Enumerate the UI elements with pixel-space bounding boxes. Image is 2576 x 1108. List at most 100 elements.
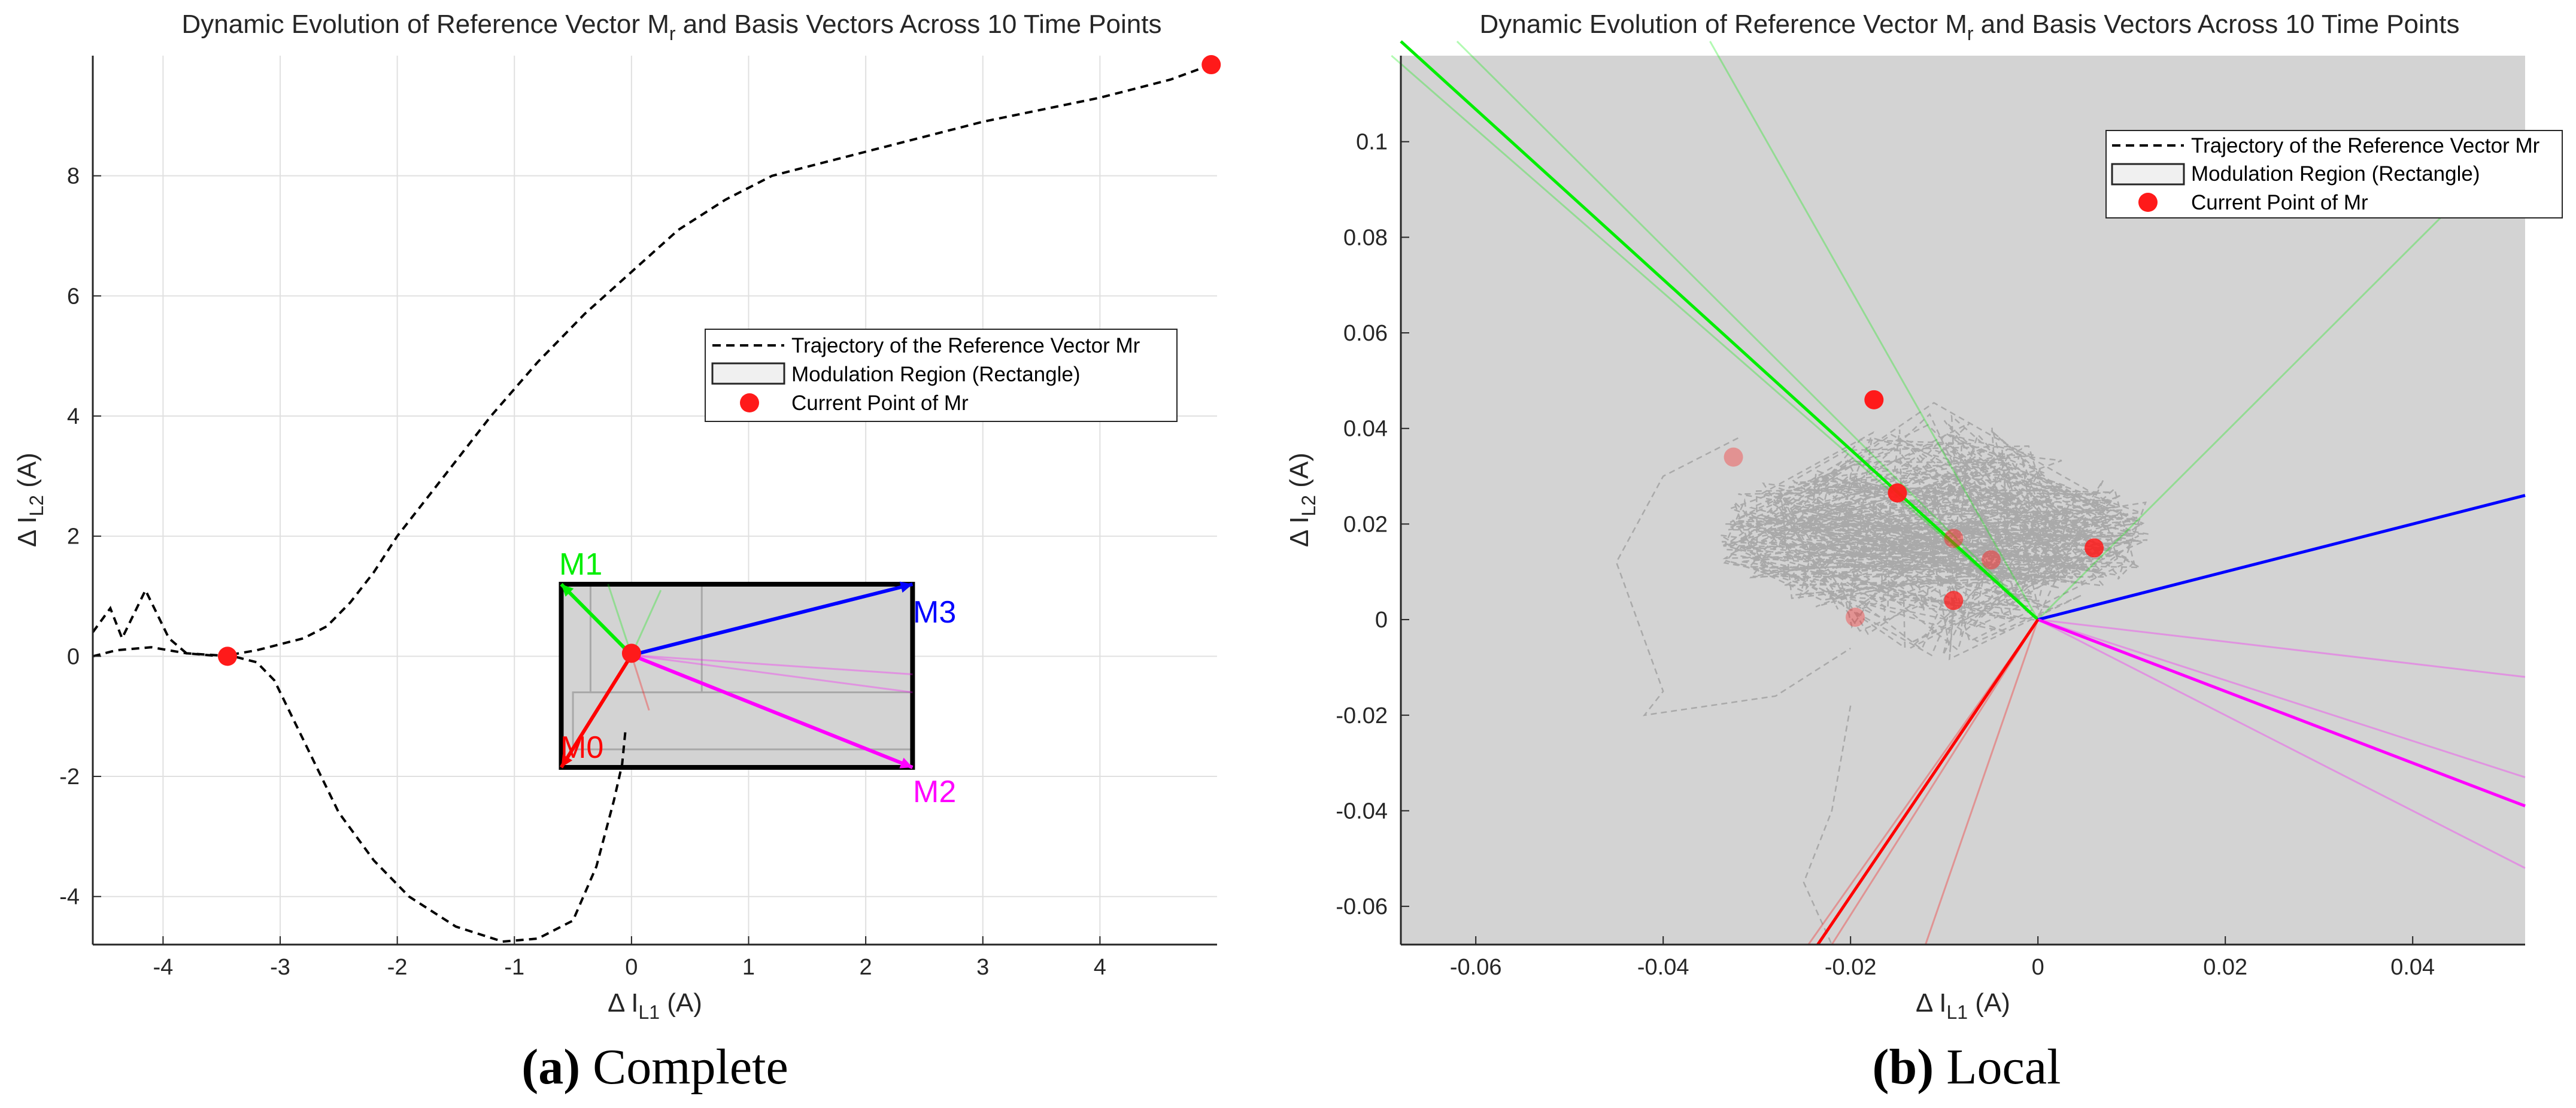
region-border xyxy=(559,581,915,770)
faint-vector-2 xyxy=(607,584,633,655)
trajectory-excursion xyxy=(1615,437,1851,717)
b-y-tick-label-7: 0.08 xyxy=(1343,225,1388,250)
panel-b-legend: Trajectory of the Reference Vector Mr Mo… xyxy=(2105,130,2563,218)
b-faint-vector-7 xyxy=(1831,619,2039,945)
panel-b-basis-vectors xyxy=(1391,40,2526,946)
y-tick-label-1: -2 xyxy=(59,764,80,790)
y-tick-label-2: 0 xyxy=(67,644,80,669)
panel-b-title: Dynamic Evolution of Reference Vector Mr… xyxy=(1480,10,2460,44)
vector-head-m3 xyxy=(899,581,913,593)
legend-b-point-label: Current Point of Mr xyxy=(2191,191,2368,214)
b-y-tick-label-8: 0.1 xyxy=(1356,130,1388,155)
faint-vector-0 xyxy=(631,654,913,694)
x-tick-label-7: 3 xyxy=(976,955,989,980)
trajectory-line-0 xyxy=(92,63,1212,658)
panel-b-trajectory-cloud xyxy=(1615,402,2149,945)
faint-vector-3 xyxy=(630,590,662,655)
b-current-point-5 xyxy=(1981,550,2001,570)
y-tick-label-5: 6 xyxy=(67,284,80,309)
faint-vector-4 xyxy=(630,654,650,711)
b-current-point-7 xyxy=(1846,608,1865,627)
x-tick-label-5: 1 xyxy=(742,955,755,980)
b-x-tick-label-3: 0 xyxy=(2032,955,2044,980)
b-vector-m3 xyxy=(2037,494,2526,621)
caption-b: (b) Local xyxy=(1873,1039,2061,1095)
legend-b-region-swatch xyxy=(2111,163,2185,186)
b-x-tick-label-0: -0.06 xyxy=(1450,955,1502,980)
vector-m2 xyxy=(630,653,914,769)
b-current-point-4 xyxy=(1944,529,1964,548)
b-vector-m1 xyxy=(1400,40,2039,621)
panel-a-title: Dynamic Evolution of Reference Vector Mr… xyxy=(182,10,1162,44)
legend-region-label: Modulation Region (Rectangle) xyxy=(791,363,1081,386)
vector-head-m2 xyxy=(899,757,913,769)
panel-b-ticks: -0.06 -0.04 -0.02 0 0.02 0.04 -0.06 -0.04 -0.02 0… xyxy=(1336,130,2435,980)
x-tick-label-3: -1 xyxy=(504,955,524,980)
b-y-tick-label-0: -0.06 xyxy=(1336,894,1388,919)
panel-b-x-label: Δ IL1 (A) xyxy=(1916,988,2010,1023)
b-current-point-2 xyxy=(2085,538,2104,558)
panel-a-modulation-region xyxy=(559,581,915,770)
vector-m3 xyxy=(631,582,914,657)
label-m2: M2 xyxy=(913,775,956,809)
caption-a: (a) Complete xyxy=(521,1039,788,1095)
b-faint-vector-0 xyxy=(1456,40,2039,621)
x-tick-label-4: 0 xyxy=(625,955,638,980)
b-faint-vector-8 xyxy=(1924,619,2039,945)
panel-b-local: Dynamic Evolution of Reference Vector Mr… xyxy=(1285,10,2563,1023)
x-tick-label-0: -4 xyxy=(153,955,173,980)
legend-region-swatch xyxy=(711,362,785,385)
panel-a-plot-area xyxy=(93,56,1217,945)
b-x-tick-label-1: -0.04 xyxy=(1637,955,1689,980)
y-tick-label-4: 4 xyxy=(67,404,80,429)
panel-b-current-points xyxy=(1724,390,2104,627)
b-y-tick-label-1: -0.04 xyxy=(1336,799,1388,824)
panel-b-y-label: Δ IL2 (A) xyxy=(1285,453,1319,547)
current-point-0 xyxy=(217,646,237,666)
y-tick-label-0: -4 xyxy=(59,885,80,910)
legend-b-point-swatch xyxy=(2138,193,2158,212)
b-vector-m0 xyxy=(1816,618,2040,946)
panel-a-complete: Dynamic Evolution of Reference Vector Mr… xyxy=(13,10,1221,1023)
b-faint-vector-2 xyxy=(1709,41,2039,620)
panel-a-y-label: Δ IL2 (A) xyxy=(13,453,47,547)
current-point-2 xyxy=(1201,55,1221,75)
panel-a-x-label: Δ IL1 (A) xyxy=(608,988,702,1023)
trajectory-tail xyxy=(1803,705,1852,945)
vector-head-m1 xyxy=(561,584,574,597)
legend-b-region-label: Modulation Region (Rectangle) xyxy=(2191,162,2480,186)
panel-a-current-points xyxy=(217,55,1221,666)
x-tick-label-6: 2 xyxy=(860,955,872,980)
b-y-tick-label-4: 0.02 xyxy=(1343,512,1388,537)
b-current-point-0 xyxy=(1864,390,1884,409)
label-m0: M0 xyxy=(560,730,603,765)
legend-point-label: Current Point of Mr xyxy=(791,391,969,415)
b-x-tick-label-4: 0.02 xyxy=(2203,955,2247,980)
panel-a-ticks: -4 -3 -2 -1 0 1 2 3 4 -4 -2 0 2 4 6 8 xyxy=(59,164,1106,980)
b-faint-vector-6 xyxy=(2037,618,2526,869)
legend-point-swatch xyxy=(740,393,759,412)
x-tick-label-2: -2 xyxy=(387,955,408,980)
x-tick-label-8: 4 xyxy=(1094,955,1106,980)
b-y-tick-label-5: 0.04 xyxy=(1343,417,1388,442)
b-current-point-6 xyxy=(1944,591,1964,611)
trajectory-cloud xyxy=(1719,402,2149,661)
y-tick-label-6: 8 xyxy=(67,164,80,189)
label-m3: M3 xyxy=(913,595,956,630)
panel-a-trajectory xyxy=(92,63,1212,943)
label-m1: M1 xyxy=(559,547,602,582)
trajectory-line-1 xyxy=(92,646,627,943)
b-faint-vector-4 xyxy=(2038,618,2526,678)
y-tick-label-3: 2 xyxy=(67,524,80,550)
x-tick-label-1: -3 xyxy=(270,955,290,980)
b-faint-vector-1 xyxy=(1391,54,2039,621)
panel-a-basis-vectors xyxy=(559,581,914,769)
b-x-tick-label-5: 0.04 xyxy=(2390,955,2435,980)
current-point-1 xyxy=(621,643,641,663)
faint-vector-1 xyxy=(631,654,913,675)
b-faint-vector-5 xyxy=(2037,618,2526,778)
region-fill xyxy=(561,584,913,768)
b-current-point-1 xyxy=(1888,483,1907,503)
b-y-tick-label-6: 0.06 xyxy=(1343,321,1388,346)
